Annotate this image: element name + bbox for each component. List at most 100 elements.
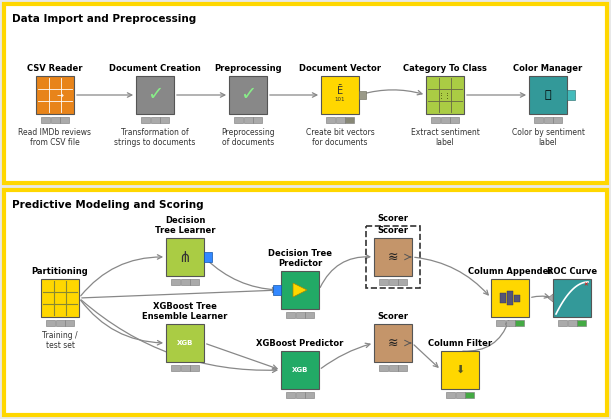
Text: Scorer: Scorer xyxy=(378,312,409,321)
Text: Column Appender: Column Appender xyxy=(467,267,552,276)
Text: Scorer: Scorer xyxy=(378,214,409,223)
Text: ✓: ✓ xyxy=(147,85,163,104)
Bar xyxy=(4,190,607,415)
Bar xyxy=(285,312,295,318)
Bar xyxy=(500,293,506,303)
Bar xyxy=(166,238,204,276)
Text: Color by sentiment
label: Color by sentiment label xyxy=(511,128,585,147)
Bar xyxy=(567,90,575,100)
Text: 101: 101 xyxy=(335,96,345,101)
Bar xyxy=(359,91,366,99)
Bar xyxy=(161,117,169,123)
Bar xyxy=(450,117,459,123)
Text: Create bit vectors
for documents: Create bit vectors for documents xyxy=(306,128,375,147)
Bar xyxy=(321,76,359,114)
Bar xyxy=(553,279,591,317)
Text: Training /
test set: Training / test set xyxy=(42,331,78,350)
Bar xyxy=(180,279,189,285)
Bar xyxy=(41,279,79,317)
Bar xyxy=(204,252,212,262)
Bar xyxy=(51,117,59,123)
Bar xyxy=(4,4,607,183)
Bar xyxy=(170,365,180,371)
Bar xyxy=(254,117,262,123)
Bar xyxy=(306,392,315,398)
Bar xyxy=(326,117,335,123)
Bar xyxy=(374,324,412,362)
Bar xyxy=(516,320,524,326)
Bar xyxy=(281,351,319,389)
Text: ⋮⋮: ⋮⋮ xyxy=(438,92,452,98)
Text: ✕: ✕ xyxy=(584,282,588,287)
Text: Decision
Tree Learner: Decision Tree Learner xyxy=(155,216,215,235)
Bar xyxy=(445,392,455,398)
Bar xyxy=(389,279,398,285)
Bar xyxy=(431,117,439,123)
Text: →: → xyxy=(56,91,64,99)
Bar xyxy=(398,365,408,371)
Bar xyxy=(244,117,252,123)
Text: ✓: ✓ xyxy=(240,85,256,104)
Bar xyxy=(426,76,464,114)
Text: Document Vector: Document Vector xyxy=(299,64,381,73)
Bar xyxy=(577,320,587,326)
Bar xyxy=(441,117,450,123)
Text: ≋: ≋ xyxy=(388,251,398,264)
Bar xyxy=(379,279,387,285)
Text: Data Import and Preprocessing: Data Import and Preprocessing xyxy=(12,14,196,24)
Bar xyxy=(191,365,199,371)
Bar xyxy=(141,117,150,123)
Bar xyxy=(507,291,513,305)
Text: Extract sentiment
label: Extract sentiment label xyxy=(411,128,480,147)
Bar xyxy=(529,76,567,114)
Bar xyxy=(544,117,552,123)
Text: Column Filter: Column Filter xyxy=(428,339,492,348)
Bar xyxy=(491,279,529,317)
Bar xyxy=(233,117,243,123)
Text: XGBoost Predictor: XGBoost Predictor xyxy=(256,339,343,348)
Bar xyxy=(285,392,295,398)
Bar xyxy=(335,117,345,123)
Text: Decision Tree
Predictor: Decision Tree Predictor xyxy=(268,248,332,268)
Bar xyxy=(296,392,304,398)
Bar xyxy=(281,271,319,309)
Bar xyxy=(441,351,479,389)
Bar xyxy=(379,365,387,371)
Bar xyxy=(514,295,520,302)
Bar xyxy=(191,279,199,285)
Bar xyxy=(306,312,315,318)
Bar xyxy=(273,285,281,295)
Bar xyxy=(374,238,412,276)
Text: Ē: Ē xyxy=(337,86,343,96)
Bar xyxy=(229,76,267,114)
Text: ⋔: ⋔ xyxy=(178,249,191,264)
Text: Preprocessing: Preprocessing xyxy=(214,64,282,73)
Text: ROC Curve: ROC Curve xyxy=(547,267,597,276)
Bar xyxy=(505,320,514,326)
Bar xyxy=(568,320,577,326)
Bar xyxy=(40,117,49,123)
Text: 💧: 💧 xyxy=(544,90,551,100)
Bar xyxy=(180,365,189,371)
Text: ≋: ≋ xyxy=(388,336,398,349)
Text: Predictive Modeling and Scoring: Predictive Modeling and Scoring xyxy=(12,200,203,210)
Bar xyxy=(46,320,54,326)
Bar xyxy=(398,279,408,285)
Text: CSV Reader: CSV Reader xyxy=(27,64,82,73)
Bar xyxy=(296,312,304,318)
Bar xyxy=(166,324,204,362)
Polygon shape xyxy=(293,283,307,297)
Text: Transformation of
strings to documents: Transformation of strings to documents xyxy=(114,128,196,147)
Text: Category To Class: Category To Class xyxy=(403,64,487,73)
Bar xyxy=(36,76,74,114)
Text: Partitioning: Partitioning xyxy=(32,267,89,276)
Bar xyxy=(56,320,65,326)
Text: XGBoost Tree
Ensemble Learner: XGBoost Tree Ensemble Learner xyxy=(142,302,228,321)
Text: ⬇: ⬇ xyxy=(455,365,465,375)
Bar xyxy=(150,117,159,123)
Text: Document Creation: Document Creation xyxy=(109,64,201,73)
Text: Scorer: Scorer xyxy=(378,226,409,235)
Bar xyxy=(533,117,543,123)
Text: XGB: XGB xyxy=(177,340,193,346)
Bar xyxy=(496,320,505,326)
